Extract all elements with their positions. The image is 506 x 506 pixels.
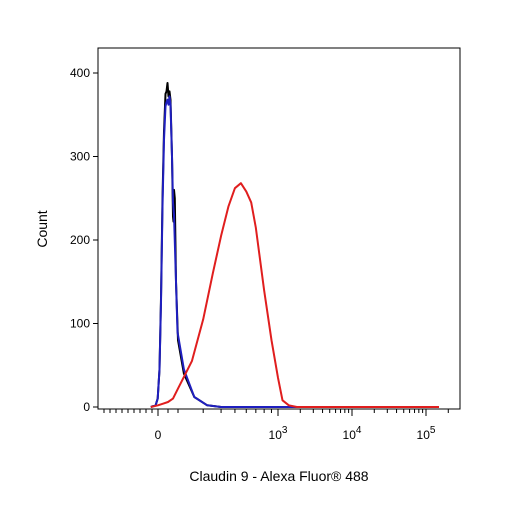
histogram-series-3 — [150, 182, 439, 408]
plot-frame — [97, 47, 461, 410]
y-tick-label: 400 — [70, 66, 90, 80]
y-axis-title: Count — [34, 210, 50, 247]
y-tick-label: 100 — [70, 317, 90, 331]
x-axis: 0 103 104 105 — [103, 409, 449, 442]
series-layer — [150, 82, 439, 408]
histogram-series-2 — [150, 95, 439, 408]
x-tick-label: 105 — [417, 425, 436, 442]
y-tick-label: 0 — [83, 400, 90, 414]
x-tick-label: 103 — [269, 425, 288, 442]
y-axis: 0 100 200 300 400 — [70, 66, 98, 414]
x-tick-exponent: 4 — [356, 425, 362, 436]
x-tick-exponent: 5 — [430, 425, 436, 436]
x-tick-exponent: 3 — [282, 425, 288, 436]
x-axis-title: Claudin 9 - Alexa Fluor® 488 — [189, 468, 368, 484]
x-tick-label: 104 — [343, 425, 362, 442]
y-tick-label: 200 — [70, 233, 90, 247]
histogram-series-1 — [150, 82, 439, 408]
y-tick-label: 300 — [70, 150, 90, 164]
x-tick-label: 0 — [155, 428, 162, 442]
